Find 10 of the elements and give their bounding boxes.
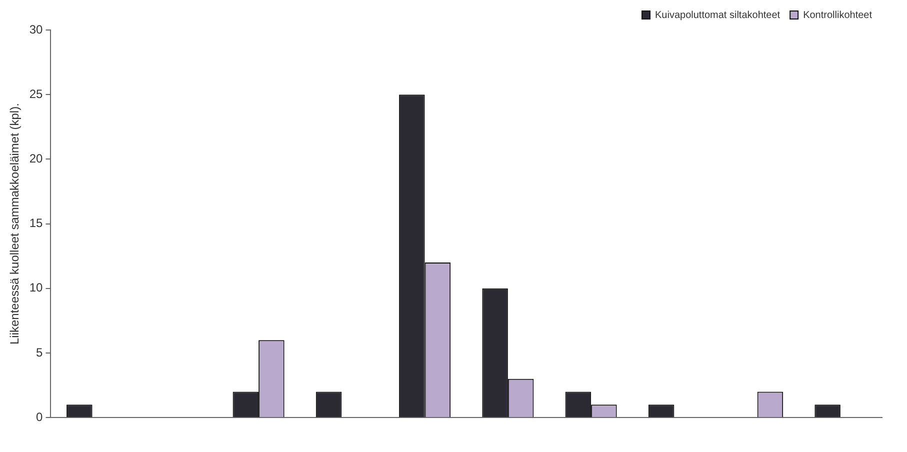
y-tick-label: 5 — [36, 345, 44, 360]
legend-label: Kuivapoluttomat siltakohteet — [654, 10, 780, 21]
y-tick-label: 10 — [29, 280, 44, 295]
y-tick-label: 20 — [29, 152, 44, 166]
y-tick-label: 0 — [36, 410, 44, 424]
legend-label: Kontrollikohteet — [803, 10, 872, 21]
y-tick-label: 15 — [29, 216, 44, 230]
y-tick-label: 25 — [29, 86, 44, 101]
y-axis-title: Liikenteessä kuolleet sammakkoeläimet (kpl). — [8, 103, 22, 345]
y-tick-label: 30 — [29, 22, 44, 36]
